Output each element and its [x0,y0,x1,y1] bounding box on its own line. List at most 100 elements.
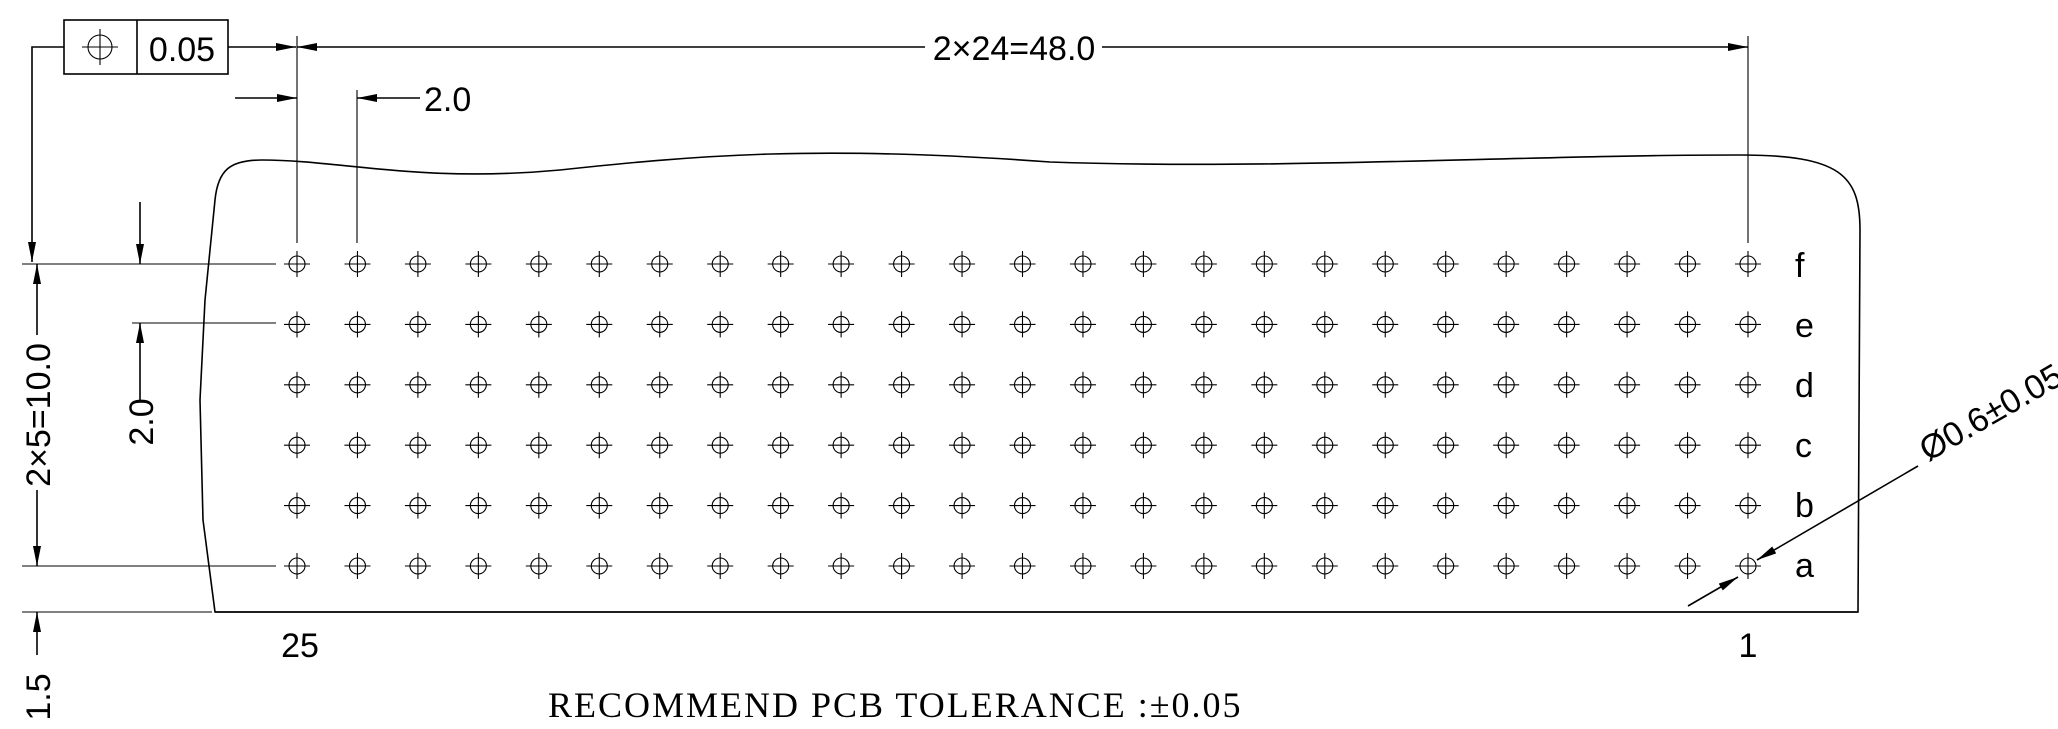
hole-icon [949,492,976,519]
tolerance-note: RECOMMEND PCB TOLERANCE :±0.05 [548,685,1243,725]
hole-icon [1614,371,1641,398]
vertical-pitch-label: 2.0 [123,398,161,445]
column-label-left: 25 [281,627,319,665]
row-label: f [1795,247,1805,285]
hole-icon [465,311,492,338]
hole-icon [767,492,794,519]
board-outline [199,152,1861,613]
position-symbol-icon [82,29,118,65]
hole-icon [1009,553,1036,579]
edge-offset-dimension: 1.5 [20,611,212,721]
hole-icon [1130,492,1157,519]
hole-icon [707,553,734,579]
hole-icon [707,311,734,338]
hole-icon [767,251,794,277]
hole-icon [1190,311,1217,338]
hole-icon [1432,251,1459,277]
hole-icon [767,311,794,338]
hole-icon [1251,432,1278,459]
hole-icon [949,251,976,277]
hole-icon [1493,311,1520,338]
row-label: d [1795,367,1814,405]
hole-icon [465,492,492,519]
hole-icon [1311,553,1338,579]
hole-icon [828,371,855,398]
hole-icon [1009,311,1036,338]
hole-icon [646,492,673,519]
hole-icon [707,432,734,459]
hole-icon [1372,251,1399,277]
hole-icon [888,371,915,398]
hole-icon [1130,371,1157,398]
hole-icon [284,492,310,519]
hole-icon [1432,432,1459,459]
hole-icon [707,371,734,398]
hole-icon [949,553,976,579]
hole-icon [707,492,734,519]
hole-icon [1493,251,1520,277]
hole-icon [525,432,552,459]
hole-icon [888,432,915,459]
hole-icon [1009,371,1036,398]
hole-icon [1372,371,1399,398]
hole-icon [1311,492,1338,519]
hole-icon [1735,553,1761,579]
hole-icon [1251,371,1278,398]
overall-horizontal-dimension: 2×24=48.0 [296,30,1749,243]
hole-icon [525,251,552,277]
hole-icon [1553,311,1580,338]
hole-icon [888,553,915,579]
hole-icon [586,251,613,277]
hole-icon [344,311,371,338]
hole-icon [1735,251,1761,277]
hole-icon [1069,311,1096,338]
hole-icon [1190,492,1217,519]
row-labels: f e d c b a [1795,247,1814,585]
hole-icon [344,553,371,579]
hole-icon [1553,553,1580,579]
hole-icon [1614,553,1641,579]
hole-icon [1130,251,1157,277]
hole-icon [1493,432,1520,459]
hole-icon [465,553,492,579]
hole-icon [344,371,371,398]
hole-icon [284,553,310,579]
hole-icon [646,432,673,459]
fcf-tolerance: 0.05 [149,31,215,69]
hole-icon [1069,432,1096,459]
hole-icon [344,492,371,519]
hole-icon [888,251,915,277]
hole-icon [586,432,613,459]
hole-icon [525,553,552,579]
hole-icon [888,492,915,519]
hole-icon [1614,432,1641,459]
hole-icon [1432,371,1459,398]
hole-icon [1614,251,1641,277]
hole-icon [404,371,431,398]
hole-icon [284,251,310,277]
hole-icon [284,371,310,398]
hole-icon [1674,371,1701,398]
hole-icon [1493,553,1520,579]
hole-icon [1432,311,1459,338]
hole-icon [1553,492,1580,519]
hole-icon [1553,432,1580,459]
hole-icon [1614,492,1641,519]
hole-icon [949,432,976,459]
vertical-pitch-dimension: 2.0 [123,202,276,446]
hole-icon [1190,251,1217,277]
hole-icon [1674,251,1701,277]
row-label: b [1795,487,1814,525]
hole-icon [767,371,794,398]
hole-icon [1190,371,1217,398]
edge-offset-label: 1.5 [20,673,58,720]
hole-icon [828,553,855,579]
hole-icon [949,371,976,398]
hole-icon [404,311,431,338]
hole-icon [1674,492,1701,519]
hole-icon [1069,492,1096,519]
hole-icon [1190,432,1217,459]
overall-horizontal-label: 2×24=48.0 [933,30,1096,68]
hole-icon [828,251,855,277]
hole-icon [1130,311,1157,338]
